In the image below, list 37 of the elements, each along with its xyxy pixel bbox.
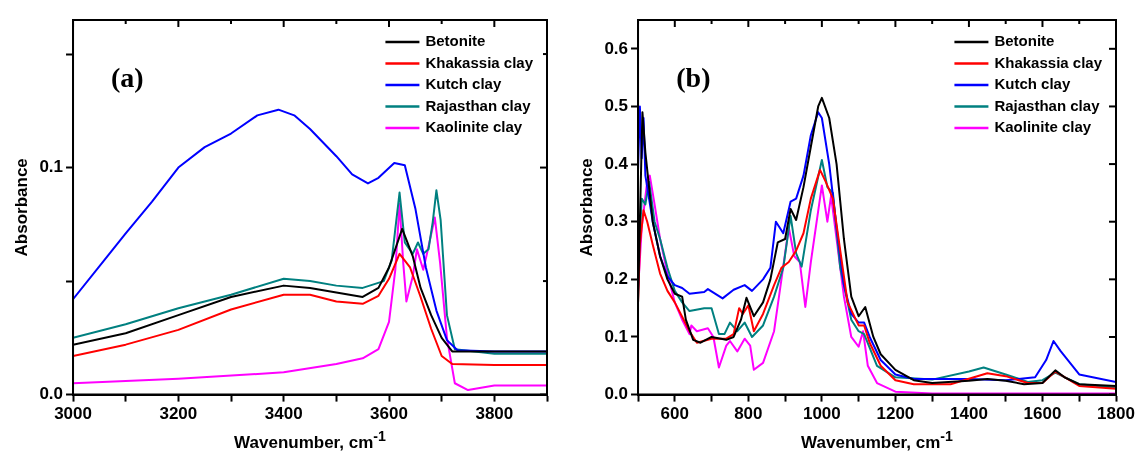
x-tick-label: 3800	[475, 404, 514, 424]
x-tick-label: 3600	[370, 404, 408, 424]
x-tick-label: 1400	[950, 404, 988, 424]
legend-label: Kaolinite clay	[994, 118, 1092, 136]
x-tick-label: 600	[660, 404, 689, 424]
legend-label: Betonite	[994, 32, 1055, 50]
x-tick-label: 3000	[54, 404, 92, 424]
legend-label: Kutch clay	[425, 75, 502, 93]
y-axis-title: Absorbance	[11, 158, 31, 257]
x-tick-label: 1800	[1097, 404, 1135, 424]
y-tick-label: 0.1	[39, 157, 64, 177]
y-tick-label: 0.2	[604, 269, 629, 289]
y-tick-label: 0.6	[604, 38, 629, 58]
x-tick-label: 3400	[264, 404, 303, 424]
y-tick-label: 0.5	[604, 96, 629, 116]
legend-label: Betonite	[425, 32, 486, 50]
annotation: (b)	[676, 62, 711, 94]
y-tick-label: 0.4	[604, 153, 629, 173]
y-axis-title: Absorbance	[576, 158, 596, 257]
x-axis-title: Wavenumber, cm$^{-1}$	[233, 428, 387, 453]
y-tick-label: 0.3	[604, 211, 629, 231]
x-axis-title: Wavenumber, cm$^{-1}$	[800, 428, 954, 453]
legend-label: Kutch clay	[994, 75, 1071, 93]
x-tick-label: 1600	[1023, 404, 1062, 424]
legend-label: Rajasthan clay	[425, 96, 532, 114]
y-tick-label: 0.0	[39, 384, 64, 404]
x-tick-label: 800	[734, 404, 763, 424]
legend-label: Khakassia clay	[994, 53, 1103, 71]
y-tick-label: 0.1	[604, 326, 629, 346]
y-tick-label: 0.0	[604, 384, 629, 404]
x-tick-label: 1000	[802, 404, 841, 424]
annotation: (a)	[110, 62, 144, 94]
legend-label: Khakassia clay	[425, 53, 534, 71]
legend-label: Rajasthan clay	[994, 96, 1101, 114]
legend-label: Kaolinite clay	[425, 118, 523, 136]
x-tick-label: 1200	[876, 404, 915, 424]
x-tick-label: 3200	[159, 404, 198, 424]
